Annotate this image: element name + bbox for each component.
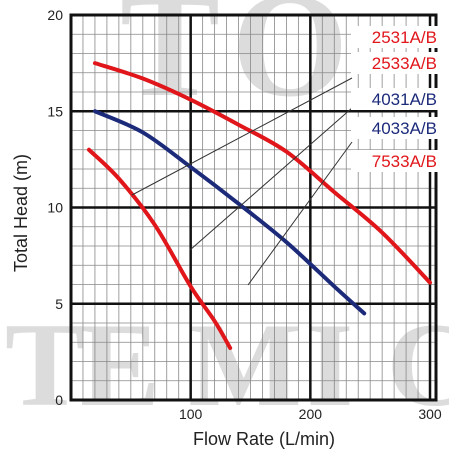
x-tick-label: 300 <box>418 406 442 422</box>
legend-leader-line <box>131 77 353 196</box>
legend-label: 4033A/B <box>372 119 437 138</box>
y-axis-title: Total Head (m) <box>11 154 31 272</box>
legend-label: 2531A/B <box>372 28 437 47</box>
legend-label-bg <box>351 52 441 74</box>
watermark: T OTE M I C <box>5 0 449 431</box>
y-tick-label: 0 <box>55 392 63 408</box>
y-tick-label: 5 <box>55 296 63 312</box>
series-line-3 <box>86 147 233 351</box>
x-tick-label: 200 <box>299 406 323 422</box>
watermark-letter: M <box>188 298 301 431</box>
legend-label-bg <box>351 26 441 48</box>
watermark-letter: E <box>80 298 160 431</box>
legend-label: 4031A/B <box>372 90 437 109</box>
watermark-letter: I <box>307 298 354 431</box>
legend-label: 7533A/B <box>372 152 437 171</box>
axes-frame <box>69 13 438 402</box>
legend-label-bg <box>351 117 441 139</box>
series-line-1 <box>92 61 433 285</box>
legend-leader-lines <box>131 77 353 286</box>
legend: 2531A/B 2533A/B 4031A/B 4033A/B 7533A/B <box>351 26 441 172</box>
plot-frame <box>69 13 438 402</box>
curves <box>86 61 433 351</box>
watermark-letter: O <box>232 0 349 128</box>
y-tick-label: 20 <box>47 7 63 23</box>
x-tick-label: 100 <box>179 406 203 422</box>
legend-leader-line <box>247 141 353 286</box>
y-tick-label: 15 <box>47 103 63 119</box>
legend-label-bg <box>351 150 441 172</box>
legend-label: 2533A/B <box>372 54 437 73</box>
legend-label-bg <box>351 88 441 110</box>
x-axis-title: Flow Rate (L/min) <box>193 429 335 449</box>
major-grid <box>71 15 436 400</box>
tick-labels: 100 200 300 0 5 10 15 20 <box>47 7 441 422</box>
series-line-2 <box>92 109 367 316</box>
legend-leader-line <box>189 107 353 251</box>
watermark-letter: T <box>5 298 85 431</box>
y-tick-label: 10 <box>47 200 63 216</box>
